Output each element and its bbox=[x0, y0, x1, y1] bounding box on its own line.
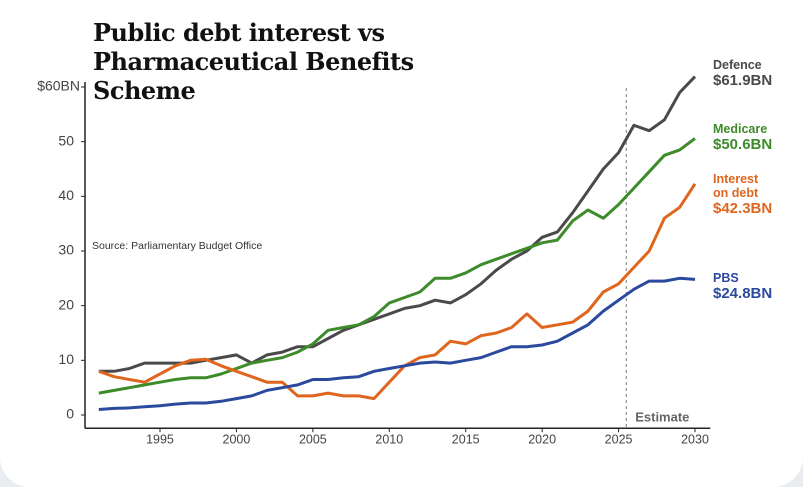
y-tick-label: 30 bbox=[58, 242, 74, 258]
series-name: Interest on debt bbox=[713, 172, 759, 200]
series-name: Medicare bbox=[713, 122, 768, 136]
series-label: Interest on debt $42.3BN bbox=[713, 172, 775, 218]
series-label: PBS $24.8BN bbox=[713, 271, 775, 303]
series-line bbox=[98, 75, 697, 373]
y-tick-label: 40 bbox=[58, 187, 74, 203]
series-value-label: $50.6BN bbox=[713, 136, 773, 153]
series-line bbox=[98, 137, 696, 395]
x-tick-label: 1995 bbox=[146, 432, 174, 446]
series-label: Medicare $50.6BN bbox=[713, 122, 775, 154]
x-tick-label: 2020 bbox=[528, 432, 556, 446]
y-tick-label: 10 bbox=[58, 351, 74, 367]
chart-title: Public debt interest vs Pharmaceutical B… bbox=[93, 18, 414, 105]
x-tick-label: 2015 bbox=[452, 432, 480, 446]
x-tick-label: 2025 bbox=[605, 432, 633, 446]
series-name: PBS bbox=[713, 271, 739, 285]
series-label: Defence $61.9BN bbox=[713, 58, 775, 90]
x-tick-label: 2005 bbox=[299, 432, 327, 446]
source-note: Source: Parliamentary Budget Office bbox=[92, 240, 262, 252]
series-line bbox=[98, 276, 696, 411]
y-tick-label: $60BN bbox=[37, 78, 80, 94]
x-tick-label: 2000 bbox=[223, 432, 251, 446]
series-value-label: $61.9BN bbox=[713, 72, 773, 89]
series-value-label: $24.8BN bbox=[713, 285, 773, 302]
series-name: Defence bbox=[713, 58, 762, 72]
series-value-label: $42.3BN bbox=[713, 200, 773, 217]
series-line bbox=[98, 182, 697, 401]
y-tick-label: 50 bbox=[58, 132, 74, 148]
x-tick-label: 2030 bbox=[681, 432, 709, 446]
y-tick-label: 0 bbox=[66, 406, 74, 422]
estimate-label: Estimate bbox=[635, 410, 689, 425]
y-tick-label: 20 bbox=[58, 296, 74, 312]
x-tick-label: 2010 bbox=[375, 432, 403, 446]
